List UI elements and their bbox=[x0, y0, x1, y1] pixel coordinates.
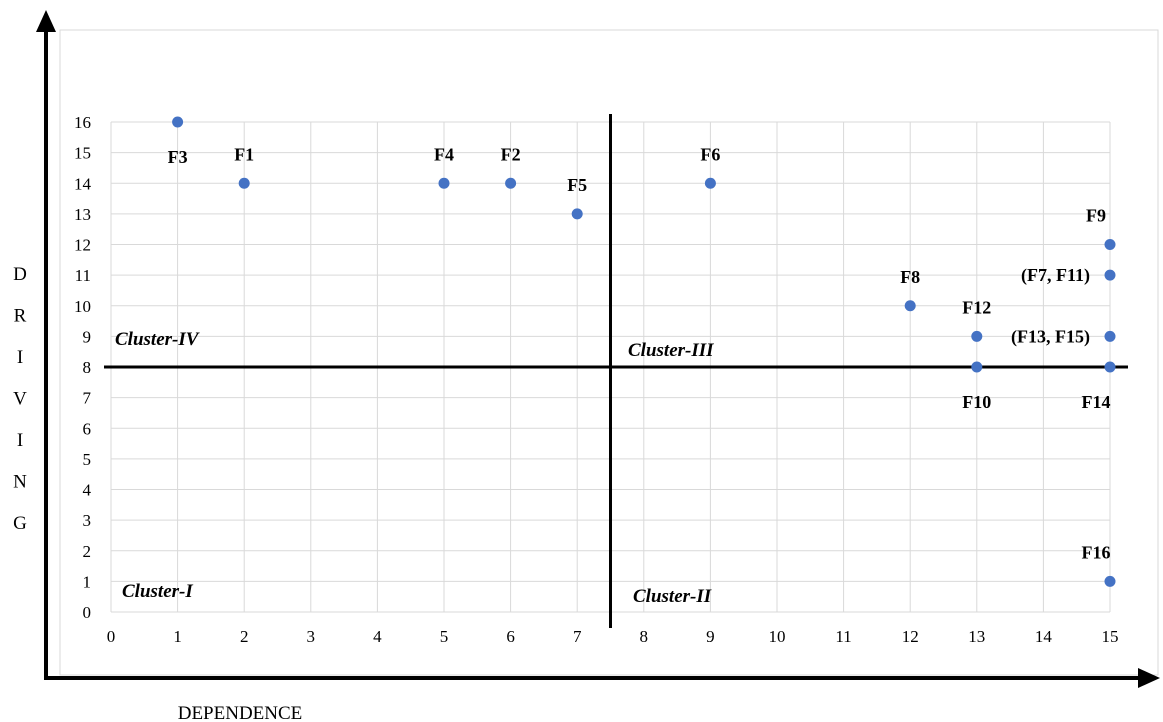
y-axis-title-letter: G bbox=[13, 513, 27, 534]
cluster-label: Cluster-IV bbox=[115, 329, 200, 350]
x-tick-label: 2 bbox=[240, 627, 249, 646]
y-tick-label: 12 bbox=[74, 236, 91, 255]
point-label: F3 bbox=[168, 147, 188, 167]
point-label: F1 bbox=[234, 144, 254, 164]
y-tick-label: 4 bbox=[83, 481, 92, 500]
y-tick-label: 2 bbox=[83, 542, 92, 561]
y-axis-title-letter: D bbox=[13, 264, 27, 285]
y-tick-label: 6 bbox=[83, 419, 92, 438]
y-axis-title-letter: I bbox=[17, 347, 23, 368]
scatter-point bbox=[971, 330, 983, 342]
point-label: F14 bbox=[1082, 392, 1111, 412]
cluster-label: Cluster-II bbox=[633, 586, 712, 607]
point-label: F10 bbox=[962, 392, 991, 412]
cluster-labels: Cluster-IV Cluster-III Cluster-I Cluster-II bbox=[115, 329, 714, 607]
y-tick-label: 10 bbox=[74, 297, 91, 316]
point-label: F12 bbox=[962, 297, 991, 317]
y-axis-title-letter: V bbox=[13, 389, 27, 410]
chart-frame bbox=[59, 29, 1159, 676]
x-tick-label: 5 bbox=[440, 627, 449, 646]
point-label: F4 bbox=[434, 144, 454, 164]
x-tick-label: 15 bbox=[1102, 627, 1119, 646]
point-label: F2 bbox=[501, 144, 521, 164]
y-tick-label: 14 bbox=[74, 174, 92, 193]
x-tick-label: 7 bbox=[573, 627, 582, 646]
x-tick-label: 9 bbox=[706, 627, 715, 646]
scatter-point bbox=[1104, 239, 1116, 250]
point-label: (F13, F15) bbox=[1011, 326, 1090, 347]
y-tick-label: 13 bbox=[74, 205, 91, 224]
x-tick-label: 10 bbox=[769, 627, 786, 646]
data-points bbox=[172, 116, 1116, 587]
point-label: F9 bbox=[1086, 206, 1106, 226]
y-tick-label: 7 bbox=[83, 389, 92, 408]
y-axis-title-letter: I bbox=[17, 430, 23, 451]
point-label: (F7, F11) bbox=[1021, 265, 1090, 286]
tick-labels: 0 1 2 3 4 5 6 7 8 9 10 11 12 13 14 15012345678910111213… bbox=[74, 113, 1119, 646]
scatter-point bbox=[971, 361, 983, 373]
x-tick-label: 11 bbox=[835, 627, 851, 646]
x-tick-label: 8 bbox=[640, 627, 649, 646]
scatter-point bbox=[1104, 330, 1116, 342]
x-tick-label: 0 bbox=[107, 627, 116, 646]
y-tick-label: 5 bbox=[83, 450, 92, 469]
y-tick-label: 8 bbox=[83, 358, 92, 377]
point-label: F6 bbox=[700, 144, 720, 164]
point-labels: F3 F1 F4 F2 F5 F6 F8 F12 F10 F9 (F7, F11) (F13, F15… bbox=[168, 144, 1111, 562]
scatter-point bbox=[1104, 575, 1116, 587]
x-tick-label: 12 bbox=[902, 627, 919, 646]
x-axis-title: DEPENDENCE bbox=[178, 703, 303, 722]
scatter-point bbox=[904, 300, 916, 312]
point-label: F16 bbox=[1082, 542, 1111, 562]
right-arrow-icon bbox=[1138, 668, 1160, 688]
y-axis-title-letter: N bbox=[13, 472, 27, 493]
point-label: F5 bbox=[567, 175, 587, 195]
quadrant-dividers bbox=[104, 114, 1128, 628]
cluster-label: Cluster-I bbox=[122, 581, 193, 602]
scatter-point bbox=[704, 177, 716, 189]
scatter-point bbox=[172, 116, 184, 128]
x-tick-label: 13 bbox=[968, 627, 985, 646]
y-axis-title-letter: R bbox=[14, 306, 27, 327]
y-tick-label: 11 bbox=[75, 266, 91, 285]
x-tick-label: 4 bbox=[373, 627, 382, 646]
scatter-point bbox=[1104, 361, 1116, 373]
scatter-point bbox=[438, 177, 450, 189]
y-tick-label: 9 bbox=[83, 327, 92, 346]
y-tick-label: 0 bbox=[83, 603, 92, 622]
y-tick-label: 1 bbox=[83, 572, 92, 591]
x-tick-label: 6 bbox=[506, 627, 515, 646]
y-tick-label: 16 bbox=[74, 113, 91, 132]
x-tick-label: 14 bbox=[1035, 627, 1053, 646]
up-arrow-icon bbox=[36, 10, 56, 32]
scatter-point bbox=[505, 177, 517, 189]
scatter-point bbox=[1104, 269, 1116, 281]
y-tick-label: 15 bbox=[74, 144, 91, 163]
axis-arrows bbox=[36, 10, 1160, 688]
cluster-label: Cluster-III bbox=[628, 340, 714, 361]
x-tick-label: 1 bbox=[173, 627, 182, 646]
x-tick-label: 3 bbox=[307, 627, 316, 646]
y-tick-label: 3 bbox=[83, 511, 92, 530]
scatter-point bbox=[571, 208, 583, 220]
scatter-point bbox=[238, 177, 250, 189]
point-label: F8 bbox=[900, 267, 920, 287]
